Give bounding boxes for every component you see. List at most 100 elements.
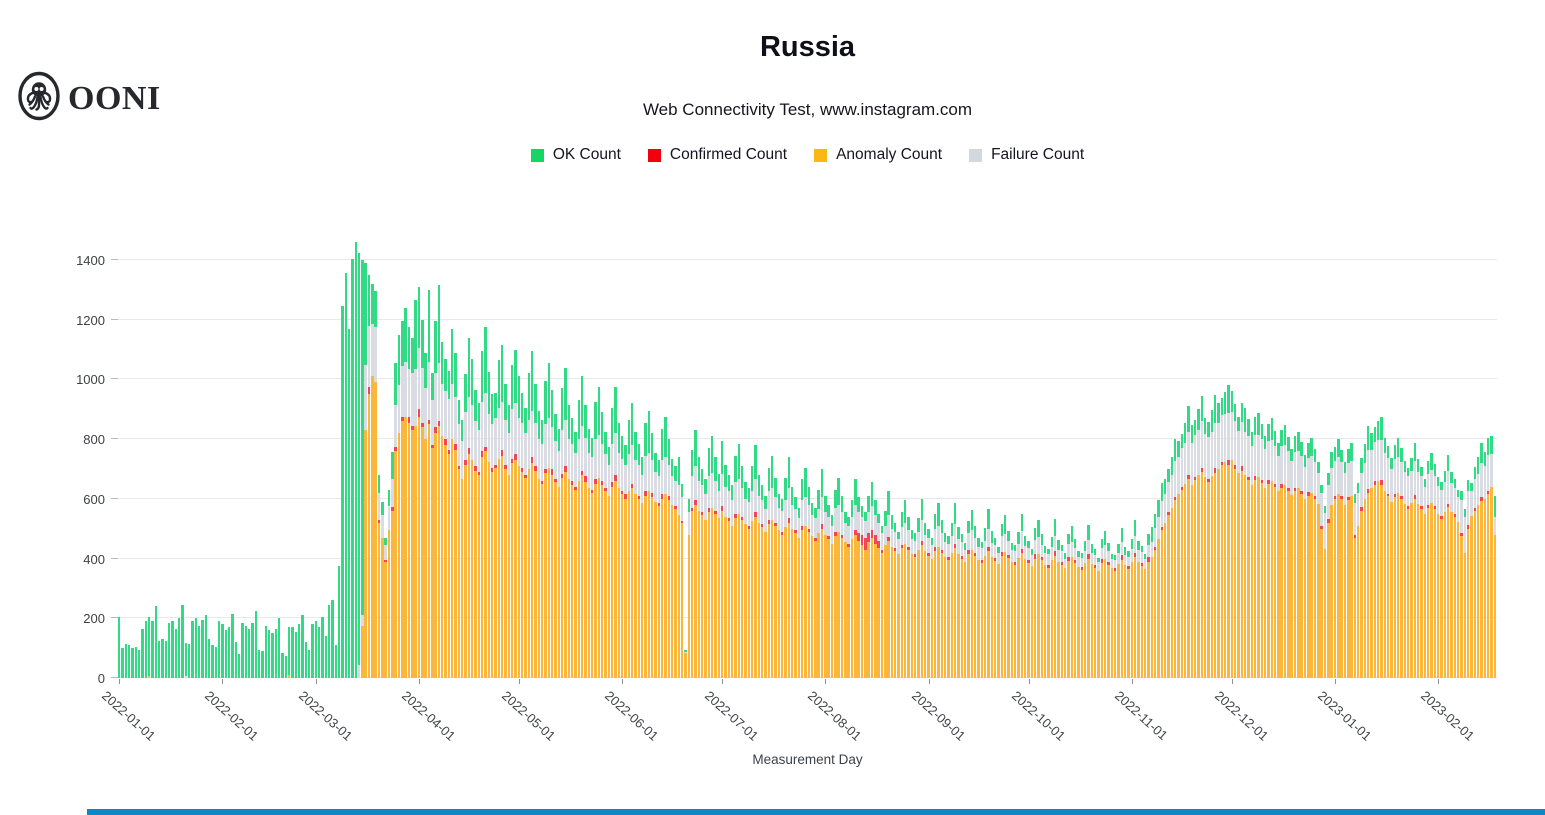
- bar-2022-05-25[interactable]: [597, 386, 601, 678]
- bar-2022-12-11[interactable]: [1263, 436, 1267, 678]
- bar-2022-08-18[interactable]: [880, 525, 884, 678]
- bar-2022-09-02[interactable]: [930, 537, 934, 678]
- bar-2022-02-19[interactable]: [281, 652, 284, 678]
- bar-2022-07-10[interactable]: [750, 466, 754, 678]
- bar-2022-03-01[interactable]: [314, 621, 317, 678]
- bar-2022-03-21[interactable]: [381, 501, 384, 678]
- bar-2022-05-03[interactable]: [524, 407, 527, 678]
- bar-2023-02-09[interactable]: [1463, 509, 1467, 678]
- bar-2022-01-16[interactable]: [167, 622, 171, 678]
- bar-2022-05-31[interactable]: [617, 422, 621, 678]
- bar-2022-11-08[interactable]: [1153, 513, 1157, 678]
- bar-2022-11-13[interactable]: [1170, 457, 1173, 678]
- bar-2022-03-08[interactable]: [337, 566, 341, 678]
- bar-2022-10-10[interactable]: [1057, 540, 1060, 678]
- bar-2022-02-09[interactable]: [247, 628, 251, 678]
- bar-2022-11-16[interactable]: [1180, 433, 1183, 678]
- bar-2022-02-06[interactable]: [237, 654, 241, 678]
- bar-2022-07-25[interactable]: [800, 479, 804, 678]
- bar-2022-05-17[interactable]: [571, 418, 574, 678]
- bar-2022-06-26[interactable]: [704, 479, 707, 678]
- bar-2022-08-05[interactable]: [837, 477, 840, 678]
- bar-2022-11-24[interactable]: [1207, 422, 1210, 678]
- bar-2022-08-12[interactable]: [860, 506, 864, 678]
- bar-2022-10-05[interactable]: [1040, 534, 1044, 678]
- bar-2022-10-14[interactable]: [1070, 526, 1074, 678]
- bar-2022-05-18[interactable]: [574, 431, 577, 678]
- bar-2022-09-01[interactable]: [927, 528, 930, 678]
- bar-2022-08-24[interactable]: [900, 511, 904, 678]
- bar-2023-02-05[interactable]: [1450, 471, 1453, 678]
- bar-2022-01-09[interactable]: [144, 621, 148, 678]
- bar-2022-06-17[interactable]: [674, 466, 677, 678]
- bar-2022-06-20[interactable]: [684, 650, 687, 678]
- bar-2022-07-29[interactable]: [814, 507, 817, 678]
- bar-2022-02-22[interactable]: [291, 627, 294, 678]
- bar-2023-02-12[interactable]: [1473, 466, 1477, 678]
- bar-2022-06-14[interactable]: [664, 416, 667, 678]
- bar-2022-08-06[interactable]: [840, 495, 844, 678]
- bar-2022-07-01[interactable]: [720, 440, 724, 678]
- bar-2022-07-21[interactable]: [787, 457, 790, 678]
- bar-2022-08-26[interactable]: [907, 516, 910, 678]
- bar-2022-12-01[interactable]: [1230, 391, 1233, 678]
- bar-2022-10-19[interactable]: [1087, 524, 1090, 678]
- bar-2022-04-25[interactable]: [497, 360, 501, 678]
- bar-2023-01-11[interactable]: [1367, 426, 1370, 678]
- bar-2022-07-02[interactable]: [724, 464, 727, 678]
- bar-2022-09-17[interactable]: [980, 541, 984, 678]
- bar-2022-06-04[interactable]: [630, 403, 634, 678]
- bar-2022-11-19[interactable]: [1190, 425, 1193, 678]
- bar-2023-01-18[interactable]: [1390, 458, 1393, 678]
- bar-2022-05-13[interactable]: [557, 428, 561, 678]
- bar-2022-03-24[interactable]: [391, 452, 394, 678]
- bar-2022-01-28[interactable]: [207, 639, 211, 678]
- bar-2022-04-17[interactable]: [471, 358, 474, 678]
- bar-2022-11-21[interactable]: [1197, 409, 1200, 678]
- bar-2023-02-16[interactable]: [1487, 437, 1490, 678]
- bar-2022-02-26[interactable]: [304, 642, 307, 678]
- bar-2022-08-07[interactable]: [844, 512, 847, 678]
- bar-2022-02-27[interactable]: [307, 649, 311, 678]
- bar-2022-09-18[interactable]: [984, 528, 987, 678]
- bar-2022-10-18[interactable]: [1083, 541, 1087, 678]
- bar-2022-03-14[interactable]: [357, 252, 361, 678]
- bar-2022-12-25[interactable]: [1310, 437, 1313, 678]
- bar-2022-08-01[interactable]: [824, 495, 827, 678]
- bar-2022-03-13[interactable]: [354, 242, 357, 678]
- bar-2022-08-02[interactable]: [827, 504, 830, 678]
- bar-2022-03-26[interactable]: [397, 334, 401, 678]
- bar-2023-01-25[interactable]: [1413, 443, 1417, 678]
- bar-2022-11-11[interactable]: [1163, 479, 1167, 678]
- bar-2022-05-11[interactable]: [551, 389, 554, 678]
- bar-2022-10-09[interactable]: [1053, 519, 1057, 678]
- bar-2022-02-14[interactable]: [264, 625, 267, 678]
- bar-2022-11-09[interactable]: [1157, 500, 1160, 678]
- bar-2022-05-10[interactable]: [547, 363, 551, 678]
- bar-2022-01-07[interactable]: [137, 649, 141, 678]
- bar-2022-01-04[interactable]: [127, 645, 131, 678]
- bar-2022-01-25[interactable]: [197, 625, 201, 678]
- bar-2022-08-17[interactable]: [877, 513, 880, 678]
- bar-2023-02-08[interactable]: [1460, 491, 1463, 678]
- bar-2022-11-15[interactable]: [1177, 440, 1180, 678]
- bar-2022-05-21[interactable]: [584, 404, 587, 678]
- bar-2022-09-15[interactable]: [974, 525, 977, 678]
- bar-2022-02-15[interactable]: [267, 630, 271, 678]
- bar-2022-11-07[interactable]: [1150, 526, 1153, 678]
- bar-2022-06-25[interactable]: [700, 469, 704, 678]
- bar-2022-10-21[interactable]: [1093, 549, 1097, 678]
- bar-2022-01-05[interactable]: [131, 648, 134, 678]
- bar-2022-12-19[interactable]: [1290, 449, 1293, 678]
- bar-2022-10-24[interactable]: [1103, 531, 1107, 678]
- bar-2022-07-27[interactable]: [807, 486, 810, 678]
- bar-2022-04-04[interactable]: [427, 289, 431, 678]
- bar-2022-03-28[interactable]: [404, 307, 407, 678]
- bar-2022-11-17[interactable]: [1183, 423, 1187, 678]
- legend-item-ok[interactable]: OK Count: [530, 146, 621, 164]
- bar-2022-11-05[interactable]: [1143, 554, 1147, 678]
- bar-2022-03-30[interactable]: [411, 337, 414, 678]
- bar-2022-12-24[interactable]: [1307, 443, 1310, 678]
- bar-2022-09-20[interactable]: [990, 531, 994, 678]
- bar-2022-03-19[interactable]: [374, 291, 377, 678]
